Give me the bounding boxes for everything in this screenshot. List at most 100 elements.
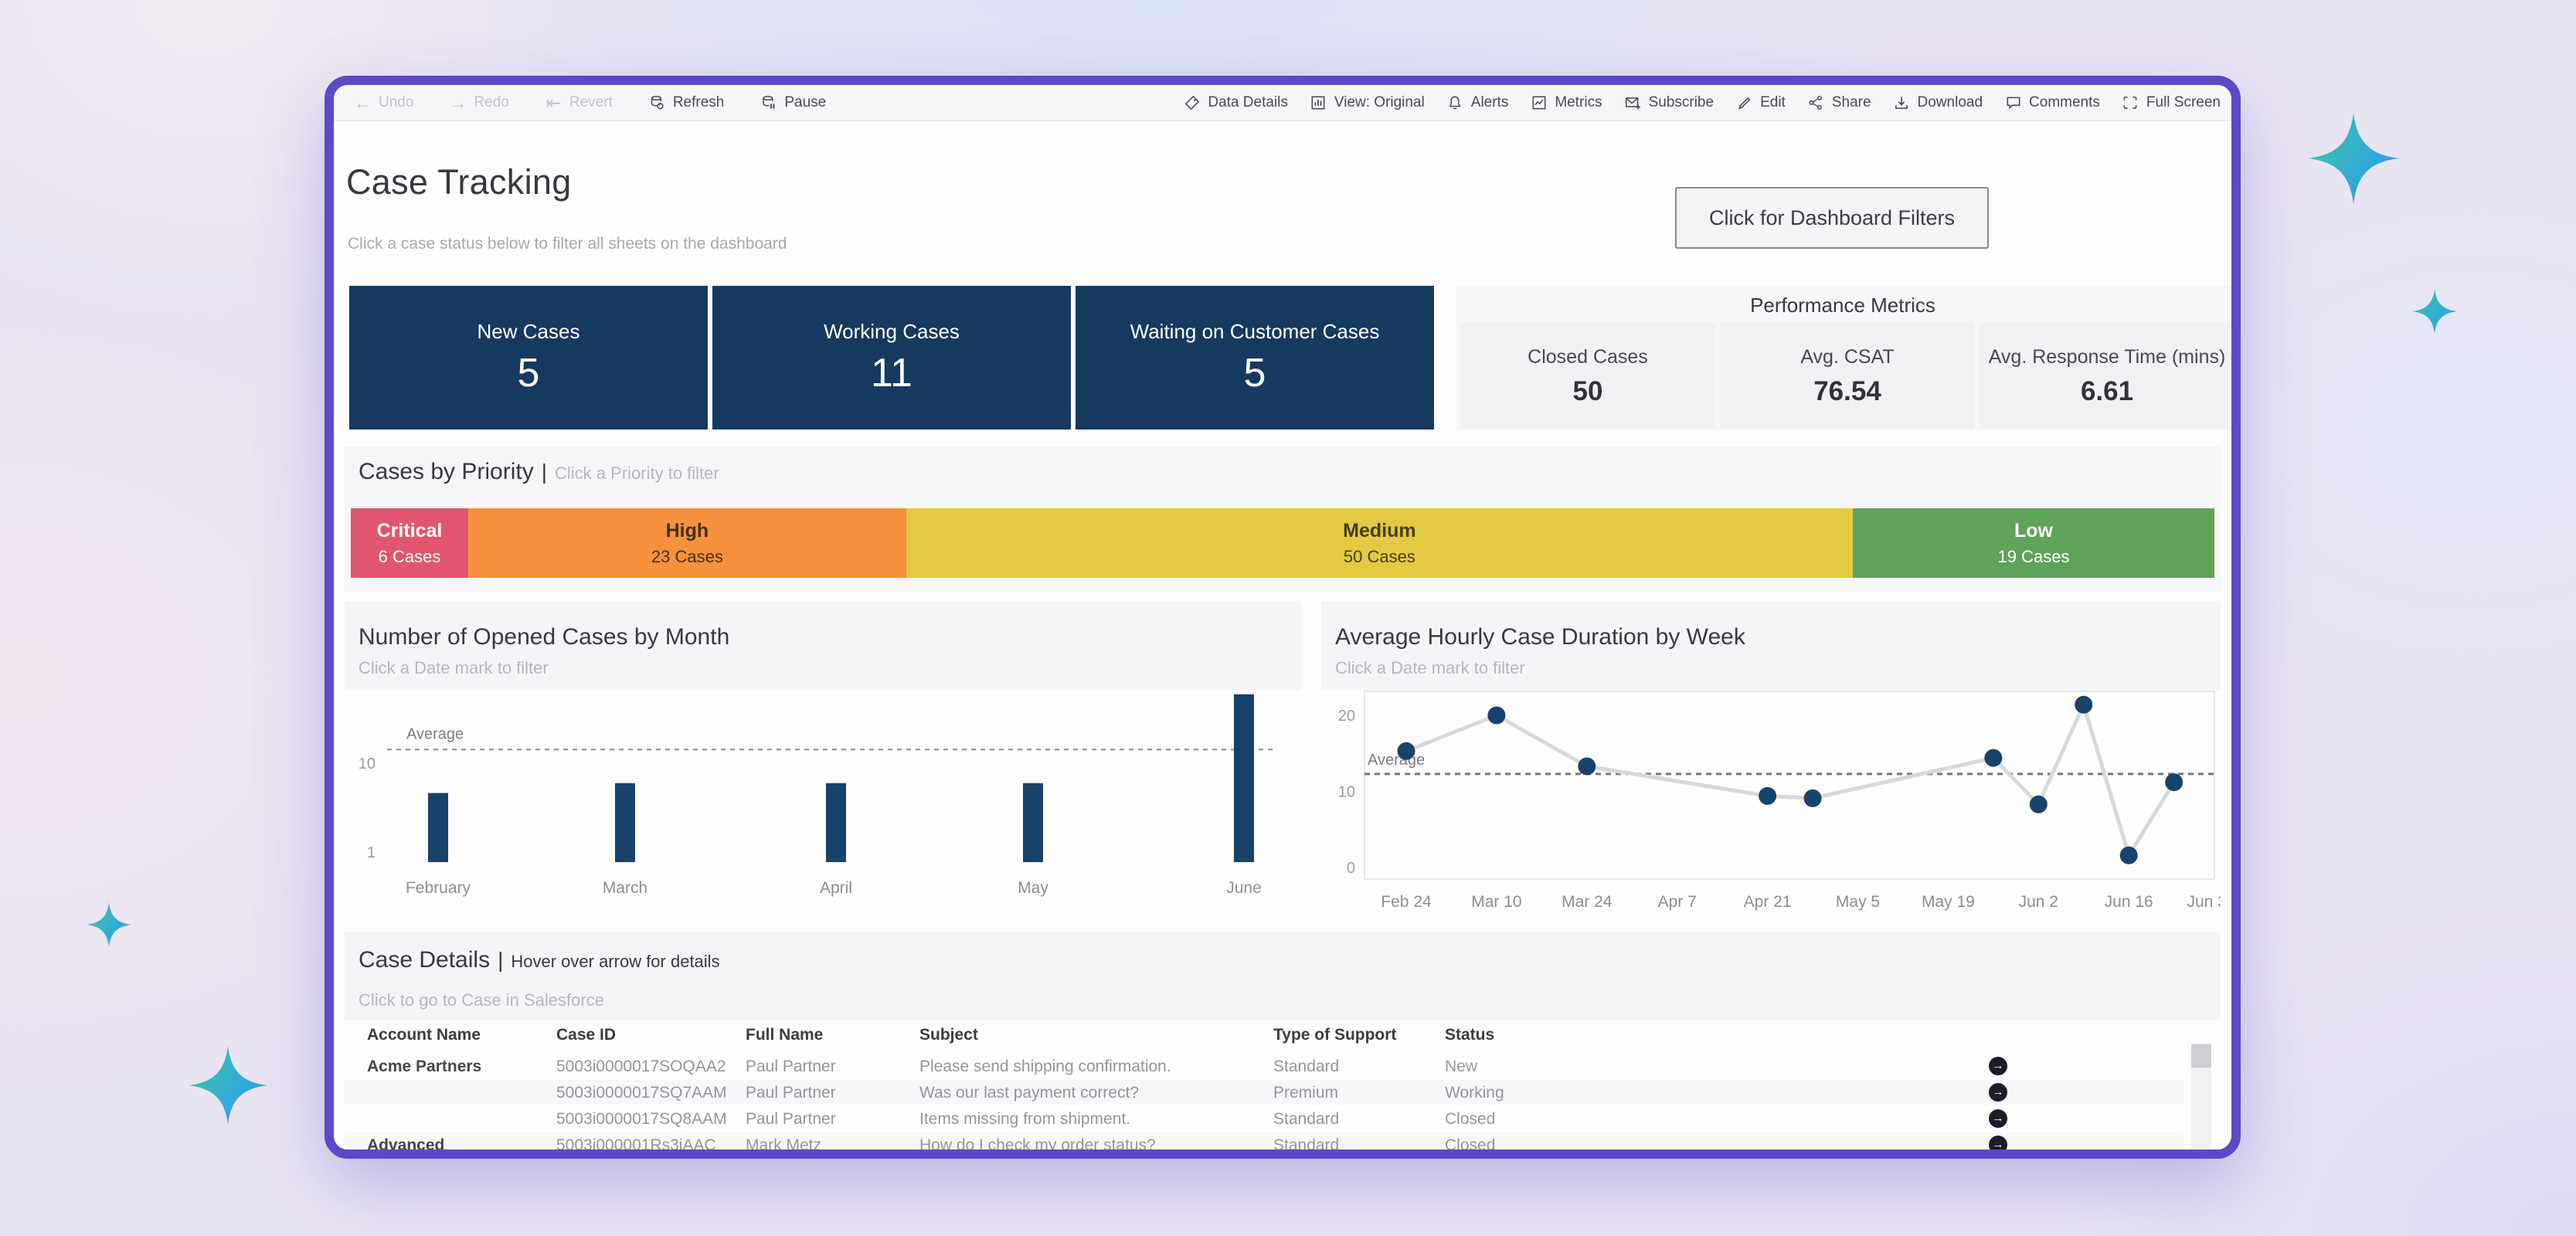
toolbar-item-download[interactable]: Download	[1893, 94, 1983, 112]
x-tick-label: Mar 24	[1562, 893, 1613, 911]
tableau-viewer-window: ← Undo → Redo ⇤ Revert Refresh Pause Data Detai…	[325, 76, 2241, 1159]
bar-march[interactable]	[615, 783, 635, 862]
cell-status: Working	[1445, 1084, 1504, 1102]
toolbar-item-comments[interactable]: Comments	[2004, 94, 2100, 112]
bell-icon	[1446, 94, 1464, 112]
priority-stacked-bar: Critical 6 Cases High 23 Cases Medium 50 Case…	[351, 508, 2214, 578]
metric-tile-closed-cases: Closed Cases 50	[1460, 323, 1715, 430]
case-details-hint: Hover over arrow for details	[511, 952, 720, 971]
priority-segment-count: 6 Cases	[378, 546, 441, 566]
data-point-apr-28[interactable]	[1803, 789, 1822, 807]
priority-segment-medium[interactable]: Medium 50 Cases	[906, 508, 1854, 578]
toolbar-item-subscribe[interactable]: Subscribe	[1624, 94, 1714, 112]
toolbar-item-revert: ⇤ Revert	[545, 93, 613, 112]
toolbar-item-alerts[interactable]: Alerts	[1446, 94, 1508, 112]
data-point-apr-21[interactable]	[1759, 786, 1777, 805]
cell-support: Premium	[1273, 1084, 1339, 1102]
open-case-arrow-button[interactable]: →	[1989, 1136, 2007, 1149]
cell-full_name: Paul Partner	[746, 1110, 836, 1128]
data-point-feb-24[interactable]	[1397, 742, 1415, 760]
toolbar-item-data-details[interactable]: Data Details	[1183, 94, 1288, 112]
priority-segment-label: Medium	[1343, 519, 1416, 542]
toolbar-item-metrics[interactable]: Metrics	[1530, 94, 1602, 112]
toolbar-item-label: Download	[1917, 94, 1983, 110]
kpi-card-new-cases[interactable]: New Cases 5	[349, 286, 708, 430]
bar-june[interactable]	[1234, 694, 1254, 862]
share-icon	[1807, 94, 1825, 112]
kpi-value: 5	[517, 350, 540, 396]
toolbar-item-label: Edit	[1760, 94, 1786, 110]
title-separator: |	[498, 948, 504, 972]
priority-segment-count: 50 Cases	[1343, 546, 1415, 566]
data-point-jun-23[interactable]	[2165, 773, 2183, 792]
bar-chart: 1 10 Average February March April May June	[359, 694, 1276, 897]
svg-text:20: 20	[1338, 708, 1355, 725]
page-subtitle: Click a case status below to filter all …	[348, 235, 787, 253]
performance-metrics-panel: Performance Metrics Closed Cases 50 Avg. C…	[1456, 286, 2231, 430]
data-point-jun-2[interactable]	[2029, 795, 2048, 813]
kpi-card-working-cases[interactable]: Working Cases 11	[712, 286, 1071, 430]
toolbar-item-refresh[interactable]: Refresh	[648, 94, 724, 112]
priority-segment-critical[interactable]: Critical 6 Cases	[351, 508, 468, 578]
data-point-jun-9[interactable]	[2075, 695, 2093, 714]
kpi-label: Working Cases	[824, 319, 960, 343]
envelope-plus-icon	[1624, 94, 1642, 112]
svg-text:0: 0	[1347, 860, 1355, 877]
svg-text:10: 10	[359, 756, 376, 772]
data-point-mar-10[interactable]	[1487, 706, 1506, 725]
toolbar-item-share[interactable]: Share	[1807, 94, 1871, 112]
cell-full_name: Paul Partner	[746, 1058, 836, 1075]
priority-section-hint: Click a Priority to filter	[555, 464, 719, 483]
table-vertical-scrollbar[interactable]	[2191, 1043, 2211, 1149]
pencil-icon	[1735, 94, 1753, 112]
data-point-jun-16[interactable]	[2119, 846, 2138, 864]
table-row: 5003i0000017SQ8AAM Paul Partner Items miss…	[345, 1106, 2183, 1131]
chart-header-strip: Average Hourly Case Duration by Week Cli…	[1321, 601, 2221, 691]
toolbar-left-group: ← Undo → Redo ⇤ Revert Refresh Pause	[354, 85, 826, 121]
column-header-case-id: Case ID	[556, 1026, 617, 1044]
refresh-icon	[648, 94, 666, 112]
line-chart: 0 10 20 Average Feb 24 Mar 10 Mar 24 Apr 7 Apr 2…	[1338, 691, 2221, 911]
toolbar-item-edit[interactable]: Edit	[1735, 94, 1786, 112]
svg-text:10: 10	[1338, 784, 1355, 801]
dashboard-filters-button[interactable]: Click for Dashboard Filters	[1675, 187, 1989, 249]
toolbar-item-pause[interactable]: Pause	[760, 94, 826, 112]
toolbar-item-label: Pause	[784, 94, 827, 110]
toolbar-item-view-original[interactable]: View: Original	[1310, 94, 1425, 112]
average-line-label: Average	[1368, 752, 1425, 769]
toolbar-item-label: Undo	[379, 94, 414, 110]
data-point-may-26[interactable]	[1984, 749, 2003, 767]
page-title: Case Tracking	[346, 162, 572, 202]
toolbar-item-label: Share	[1831, 94, 1871, 110]
column-header-subject: Subject	[919, 1026, 978, 1044]
metric-label: Avg. CSAT	[1800, 345, 1895, 368]
data-point-mar-24[interactable]	[1578, 757, 1596, 776]
x-tick-label: April	[820, 879, 852, 897]
sparkle-icon	[2412, 289, 2457, 338]
priority-segment-label: Critical	[376, 519, 443, 542]
open-case-arrow-button[interactable]: →	[1989, 1083, 2007, 1102]
bar-chart-title: Number of Opened Cases by Month	[359, 624, 730, 650]
kpi-card-waiting-on-customer-cases[interactable]: Waiting on Customer Cases 5	[1076, 286, 1434, 430]
x-tick-label: March	[603, 879, 647, 897]
x-tick-label: Apr 7	[1658, 893, 1697, 911]
cell-subject: Please send shipping confirmation.	[919, 1058, 1171, 1075]
table-row: Advanced 5003i000001Rs3iAAC Mark Metz How d…	[345, 1132, 2183, 1154]
priority-segment-count: 19 Cases	[1997, 546, 2070, 566]
priority-section-title: Cases by Priority	[359, 459, 534, 484]
bar-may[interactable]	[1023, 783, 1043, 862]
open-case-arrow-button[interactable]: →	[1989, 1109, 2007, 1128]
bar-april[interactable]	[826, 783, 846, 862]
priority-segment-label: High	[665, 519, 709, 542]
open-case-arrow-button[interactable]: →	[1989, 1057, 2007, 1075]
metric-tile-avg-response-time-mins: Avg. Response Time (mins) 6.61	[1980, 323, 2231, 430]
scrollbar-thumb[interactable]	[2191, 1044, 2211, 1068]
metric-label: Closed Cases	[1528, 345, 1648, 368]
bar-february[interactable]	[428, 793, 448, 862]
priority-segment-high[interactable]: High 23 Cases	[467, 508, 906, 578]
cell-subject: How do I check my order status?	[919, 1136, 1156, 1154]
toolbar-item-full-screen[interactable]: Full Screen	[2122, 94, 2221, 112]
metric-value: 76.54	[1813, 375, 1881, 406]
priority-segment-low[interactable]: Low 19 Cases	[1853, 508, 2214, 578]
column-header-type-of-support: Type of Support	[1273, 1026, 1397, 1044]
